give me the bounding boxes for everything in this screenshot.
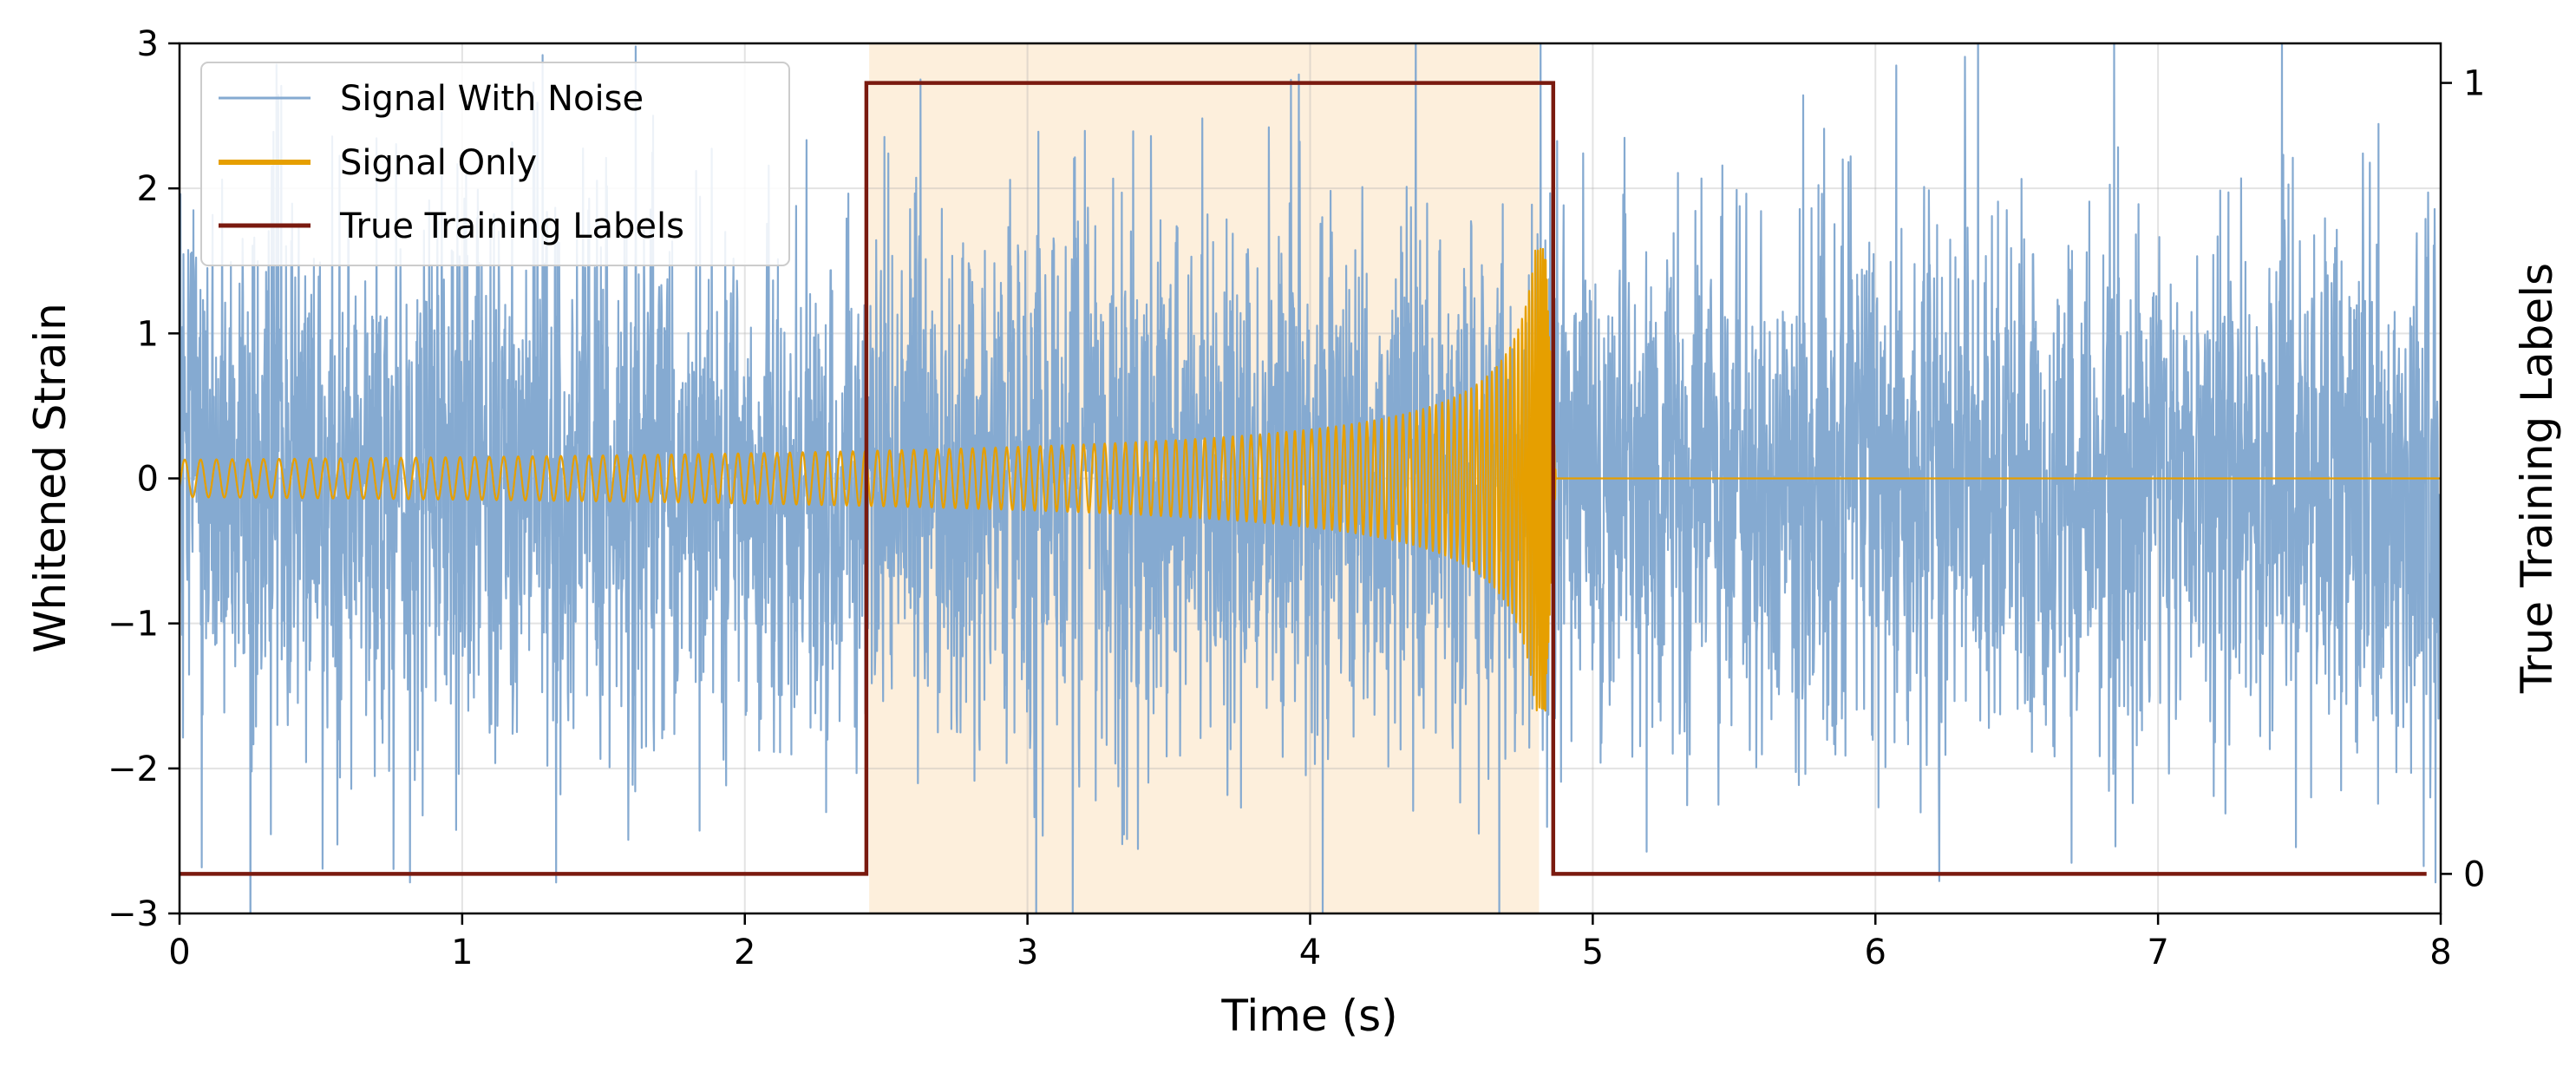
y-tick-label-0: −3 bbox=[108, 894, 159, 934]
x-tick-label-3: 3 bbox=[1017, 933, 1038, 972]
y-tick-label-4: 1 bbox=[137, 314, 159, 354]
legend: Signal With Noise Signal Only True Train… bbox=[200, 62, 790, 266]
legend-label-signal-with-noise: Signal With Noise bbox=[340, 79, 644, 119]
y-tick-label-1: −2 bbox=[108, 750, 159, 789]
y-tick-label-5: 2 bbox=[137, 169, 159, 209]
series-signal-with-noise bbox=[180, 43, 2441, 913]
x-tick-label-5: 5 bbox=[1582, 933, 1604, 972]
series-true-training-labels bbox=[180, 81, 2427, 876]
y2-tick-label-1: 1 bbox=[2463, 64, 2485, 104]
x-tick-label-6: 6 bbox=[1865, 933, 1886, 972]
y-axis-ticks: −3 −2 −1 0 1 2 3 bbox=[108, 24, 180, 934]
y-axis-title: Whitened Strain bbox=[25, 303, 75, 653]
legend-box bbox=[200, 62, 790, 266]
y2-axis-title: True Training Labels bbox=[2512, 263, 2562, 694]
y-tick-label-3: 0 bbox=[137, 460, 159, 500]
x-tick-label-4: 4 bbox=[1299, 933, 1321, 972]
legend-label-signal-only: Signal Only bbox=[340, 143, 537, 183]
y2-axis-ticks: 01 bbox=[2441, 64, 2485, 894]
x-axis-title: Time (s) bbox=[1220, 991, 1397, 1041]
x-tick-label-2: 2 bbox=[734, 933, 755, 972]
y-tick-label-2: −1 bbox=[108, 605, 159, 645]
x-tick-label-1: 1 bbox=[451, 933, 473, 972]
x-tick-label-8: 8 bbox=[2429, 933, 2451, 972]
series-signal-only bbox=[180, 247, 2441, 712]
legend-label-true-training-labels: True Training Labels bbox=[339, 206, 684, 246]
x-tick-label-7: 7 bbox=[2147, 933, 2168, 972]
x-tick-label-0: 0 bbox=[168, 933, 190, 972]
x-axis-ticks: 0 1 2 3 4 5 6 7 8 bbox=[168, 913, 2452, 972]
y2-tick-label-0: 0 bbox=[2463, 854, 2485, 894]
y-tick-label-6: 3 bbox=[137, 24, 159, 64]
